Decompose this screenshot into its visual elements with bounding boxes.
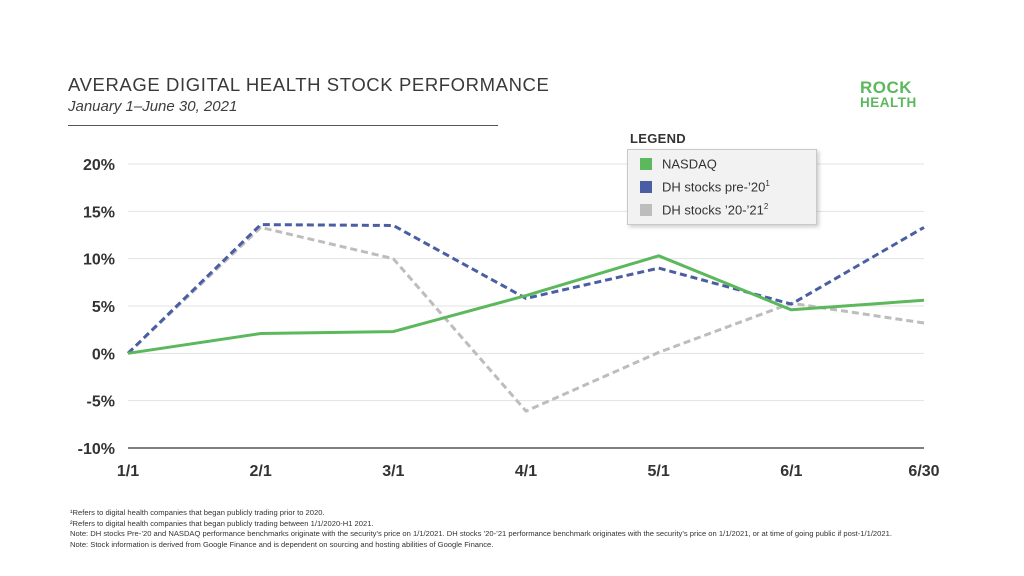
x-tick-label: 4/1 xyxy=(515,463,537,480)
footnotes: ¹Refers to digital health companies that… xyxy=(70,508,990,550)
legend-swatch-dh-pre-20 xyxy=(640,181,652,193)
x-tick-label: 6/30 xyxy=(908,463,939,480)
y-tick-label: 10% xyxy=(83,252,115,269)
x-tick-label: 3/1 xyxy=(382,463,404,480)
footnote-note-benchmark: Note: DH stocks Pre-’20 and NASDAQ perfo… xyxy=(70,529,892,538)
y-tick-label: 20% xyxy=(83,157,115,174)
chart-subtitle: January 1–June 30, 2021 xyxy=(68,98,238,115)
logo-line-2: HEALTH xyxy=(860,95,917,110)
x-tick-label: 2/1 xyxy=(250,463,272,480)
legend-box: NASDAQ DH stocks pre-’201 DH stocks ’20-… xyxy=(627,149,817,225)
y-tick-label: -10% xyxy=(78,441,115,458)
logo-line-1: ROCK xyxy=(860,78,913,97)
y-tick-label: 0% xyxy=(92,346,115,363)
legend-item-dh-20-21: DH stocks ’20-’212 xyxy=(640,202,768,218)
legend-label-dh-pre-20: DH stocks pre-’201 xyxy=(662,179,770,195)
legend-item-dh-pre-20: DH stocks pre-’201 xyxy=(640,179,770,195)
y-tick-label: 15% xyxy=(83,204,115,221)
legend-label-dh-20-21: DH stocks ’20-’212 xyxy=(662,202,769,218)
footnote-note-source: Note: Stock information is derived from … xyxy=(70,539,494,549)
legend-item-nasdaq: NASDAQ xyxy=(640,156,717,172)
series-line-0 xyxy=(127,254,925,355)
title-divider xyxy=(68,125,498,126)
y-tick-label: -5% xyxy=(87,394,115,411)
footnote-1: ¹Refers to digital health companies that… xyxy=(70,508,325,517)
legend-swatch-dh-20-21 xyxy=(640,204,652,216)
series-line-1 xyxy=(126,223,925,355)
x-tick-label: 6/1 xyxy=(780,463,802,480)
legend-title: LEGEND xyxy=(630,131,686,146)
rock-health-logo: ROCK HEALTH xyxy=(860,78,930,110)
legend-label-nasdaq: NASDAQ xyxy=(662,156,717,172)
x-tick-label: 1/1 xyxy=(117,463,139,480)
legend-swatch-nasdaq xyxy=(640,158,652,170)
chart-title: AVERAGE DIGITAL HEALTH STOCK PERFORMANCE xyxy=(68,74,550,95)
footnote-2: ²Refers to digital health companies that… xyxy=(70,518,374,528)
series-line-2 xyxy=(126,225,925,413)
y-tick-label: 5% xyxy=(92,299,115,316)
x-tick-label: 5/1 xyxy=(648,463,670,480)
